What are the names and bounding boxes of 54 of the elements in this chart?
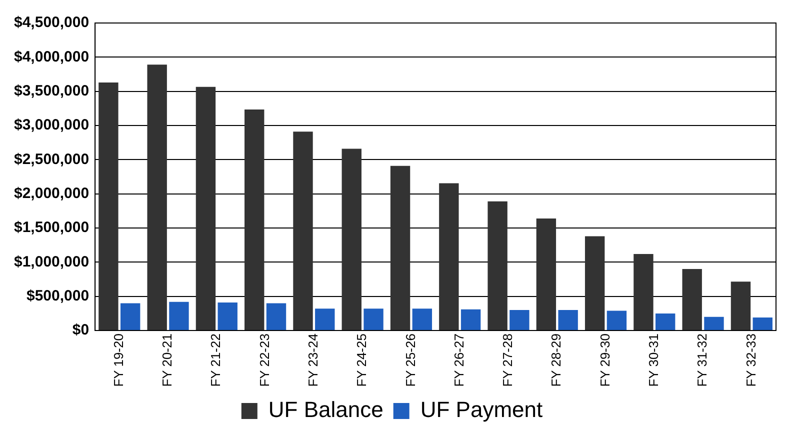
bar [536, 218, 556, 330]
bar [218, 302, 238, 330]
x-tick-label: FY 26-27 [451, 334, 466, 387]
bar [293, 132, 313, 330]
x-tick-label: FY 24-25 [354, 334, 370, 387]
bar [510, 310, 530, 330]
y-tick-label: $4,000,000 [14, 48, 90, 66]
y-tick-label: $3,000,000 [14, 116, 90, 134]
legend-label: UF Payment [420, 397, 543, 422]
bar [412, 308, 432, 330]
bar [169, 302, 189, 330]
bar [488, 201, 508, 330]
bar [634, 254, 654, 330]
x-tick-label: FY 29-30 [597, 334, 612, 387]
bar [584, 236, 605, 330]
x-tick-label: FY 31-32 [694, 334, 710, 387]
y-tick-label: $500,000 [26, 288, 90, 304]
bar [244, 109, 264, 330]
y-tick-label: $3,500,000 [14, 82, 90, 100]
y-tick-label: $1,000,000 [14, 253, 90, 270]
bar [98, 82, 118, 330]
bar [656, 313, 676, 330]
bar [460, 309, 481, 330]
x-tick-label: FY 21-22 [208, 334, 224, 387]
x-tick-label: FY 25-26 [402, 334, 418, 387]
bar [315, 308, 335, 330]
bar [342, 148, 362, 330]
bar [558, 310, 578, 330]
bar [196, 86, 216, 330]
bar [147, 64, 167, 330]
x-tick-label: FY 27-28 [500, 334, 516, 387]
y-tick-label: $2,500,000 [14, 150, 90, 168]
bar [390, 166, 410, 330]
x-tick-label: FY 20-21 [160, 334, 175, 387]
bar [752, 318, 772, 330]
y-tick-label: $2,000,000 [14, 184, 90, 202]
bar [120, 303, 140, 330]
x-tick-label: FY 28-29 [548, 334, 564, 387]
bar [266, 303, 286, 330]
bar [730, 282, 751, 330]
bar [682, 269, 702, 330]
y-tick-label: $1,500,000 [14, 219, 90, 236]
x-tick-label: FY 30-31 [646, 334, 661, 387]
x-tick-label: FY 23-24 [306, 334, 321, 387]
legend-label: UF Balance [268, 397, 384, 422]
bar [704, 316, 724, 330]
bar [606, 310, 627, 330]
bar [364, 308, 384, 330]
y-tick-label: $0 [72, 322, 90, 339]
y-tick-label: $4,500,000 [14, 14, 90, 32]
x-tick-label: FY 19-20 [110, 334, 126, 387]
x-tick-label: FY 32-33 [743, 334, 758, 387]
bar [439, 183, 459, 330]
x-tick-label: FY 22-23 [256, 334, 272, 387]
